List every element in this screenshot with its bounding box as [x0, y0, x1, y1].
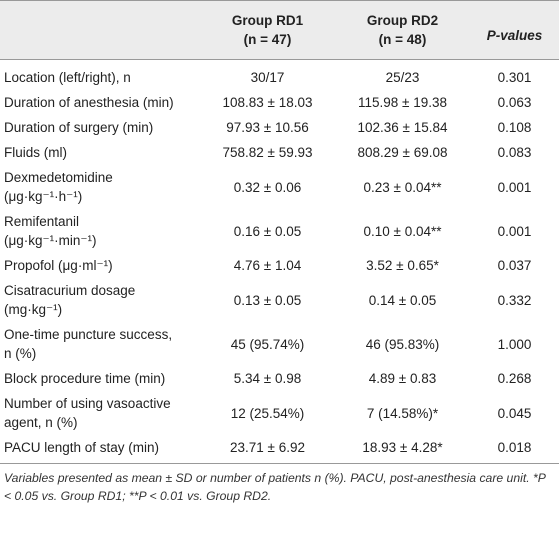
header-cell [0, 30, 200, 60]
value-cell: 0.108 [497, 120, 532, 135]
table-wrap: Group RD1 Group RD2 P-values (n = 47) (n… [0, 0, 559, 503]
value-cell: 0.001 [497, 179, 532, 195]
row-label-line: (μg·kg⁻¹·min⁻¹) [4, 233, 97, 248]
row-label-line: Fluids (ml) [4, 145, 67, 160]
row-label-line: Duration of anesthesia (min) [4, 95, 174, 110]
value-cell: 108.83 ± 18.03 [222, 95, 313, 110]
row-label: PACU length of stay (min) [0, 435, 200, 464]
value-cell: 0.063 [497, 95, 532, 110]
value-cell: 45 (95.74%) [230, 336, 305, 352]
value-cell: 7 (14.58%)* [366, 405, 439, 421]
row-label: Duration of surgery (min) [0, 115, 200, 140]
data-table: Group RD1 Group RD2 P-values (n = 47) (n… [0, 0, 559, 464]
value-cell: 0.14 ± 0.05 [368, 292, 437, 308]
value-cell: 0.301 [497, 70, 532, 85]
table-row: Number of using vasoactive agent, n (%) 12… [0, 391, 559, 435]
value-cell: 0.16 ± 0.05 [233, 223, 302, 239]
value-cell: 3.52 ± 0.65* [366, 258, 439, 273]
row-label: Duration of anesthesia (min) [0, 90, 200, 115]
table-row: Fluids (ml) 758.82 ± 59.93 808.29 ± 69.08 0… [0, 140, 559, 165]
value-cell: 0.045 [497, 405, 532, 421]
value-cell: 808.29 ± 69.08 [357, 145, 448, 160]
row-label-line: Remifentanil [4, 214, 80, 229]
value-cell: 30/17 [250, 70, 285, 85]
value-cell: 12 (25.54%) [230, 405, 305, 421]
row-label-line: n (%) [4, 346, 37, 361]
row-label: Propofol (μg·ml⁻¹) [0, 253, 200, 278]
table-row: Duration of anesthesia (min) 108.83 ± 18.… [0, 90, 559, 115]
row-label-line: Cisatracurium dosage [4, 283, 136, 298]
value-cell: 1.000 [497, 336, 532, 352]
row-label-line: (μg·kg⁻¹·h⁻¹) [4, 189, 83, 204]
value-cell: 0.037 [497, 258, 532, 273]
table-row: One-time puncture success, n (%) 45 (95.74… [0, 322, 559, 366]
value-cell: 0.10 ± 0.04** [363, 223, 442, 239]
header-row: Group RD1 Group RD2 P-values [0, 0, 559, 43]
table-row: Dexmedetomidine (μg·kg⁻¹·h⁻¹) 0.32 ± 0.06 0… [0, 165, 559, 209]
value-cell: 25/23 [385, 70, 420, 85]
header-cell: Group RD2 [366, 13, 439, 28]
value-cell: 5.34 ± 0.98 [233, 371, 302, 386]
footnote: Variables presented as mean ± SD or numb… [4, 471, 546, 503]
row-label: Remifentanil (μg·kg⁻¹·min⁻¹) [0, 209, 200, 253]
table-row: Cisatracurium dosage (mg·kg⁻¹) 0.13 ± 0.05… [0, 278, 559, 322]
row-label-line: (mg·kg⁻¹) [4, 302, 63, 317]
value-cell: 0.332 [497, 292, 532, 308]
value-cell: 0.13 ± 0.05 [233, 292, 302, 308]
value-cell: 0.083 [497, 145, 532, 160]
table-row: PACU length of stay (min) 23.71 ± 6.92 18.… [0, 435, 559, 464]
row-label: Location (left/right), n [0, 60, 200, 91]
table-body: Location (left/right), n 30/17 25/23 0.301 D… [0, 60, 559, 464]
row-label: Number of using vasoactive agent, n (%) [0, 391, 200, 435]
value-cell: 18.93 ± 4.28* [362, 440, 443, 455]
value-cell: 97.93 ± 10.56 [226, 120, 309, 135]
row-label-line: One-time puncture success, [4, 327, 173, 342]
table-row: Block procedure time (min) 5.34 ± 0.98 4.8… [0, 366, 559, 391]
row-label-line: agent, n (%) [4, 415, 78, 430]
table-row: Duration of surgery (min) 97.93 ± 10.56 10… [0, 115, 559, 140]
table-row: Propofol (μg·ml⁻¹) 4.76 ± 1.04 3.52 ± 0.65… [0, 253, 559, 278]
subheader-cell: (n = 47) [243, 32, 292, 47]
row-label-line: Dexmedetomidine [4, 170, 113, 185]
table-row: Remifentanil (μg·kg⁻¹·min⁻¹) 0.16 ± 0.05 0.… [0, 209, 559, 253]
value-cell: 0.001 [497, 223, 532, 239]
value-cell: 0.268 [497, 371, 532, 386]
subheader-row: (n = 47) (n = 48) [0, 30, 559, 60]
value-cell: 758.82 ± 59.93 [222, 145, 313, 160]
value-cell: 4.76 ± 1.04 [233, 258, 302, 273]
table-header: Group RD1 Group RD2 P-values (n = 47) (n… [0, 0, 559, 60]
row-label: Fluids (ml) [0, 140, 200, 165]
value-cell: 0.32 ± 0.06 [233, 179, 302, 195]
row-label-line: Duration of surgery (min) [4, 120, 154, 135]
row-label: Cisatracurium dosage (mg·kg⁻¹) [0, 278, 200, 322]
value-cell: 115.98 ± 19.38 [358, 95, 447, 110]
table-row: Location (left/right), n 30/17 25/23 0.301 [0, 60, 559, 91]
value-cell: 0.018 [497, 440, 532, 455]
row-label-line: Propofol (μg·ml⁻¹) [4, 258, 113, 273]
row-label: Block procedure time (min) [0, 366, 200, 391]
subheader-cell: (n = 48) [378, 32, 427, 47]
header-cell: P-values [486, 27, 543, 43]
row-label-line: PACU length of stay (min) [4, 440, 160, 455]
value-cell: 23.71 ± 6.92 [230, 440, 305, 455]
row-label: One-time puncture success, n (%) [0, 322, 200, 366]
row-label: Dexmedetomidine (μg·kg⁻¹·h⁻¹) [0, 165, 200, 209]
header-cell: Group RD1 [231, 13, 304, 28]
value-cell: 4.89 ± 0.83 [368, 371, 437, 386]
value-cell: 0.23 ± 0.04** [363, 179, 442, 195]
value-cell: 46 (95.83%) [365, 336, 440, 352]
row-label-line: Location (left/right), n [4, 70, 131, 85]
row-label-line: Number of using vasoactive [4, 396, 171, 411]
row-label-line: Block procedure time (min) [4, 371, 166, 386]
value-cell: 102.36 ± 15.84 [357, 120, 448, 135]
header-cell [0, 1, 200, 31]
